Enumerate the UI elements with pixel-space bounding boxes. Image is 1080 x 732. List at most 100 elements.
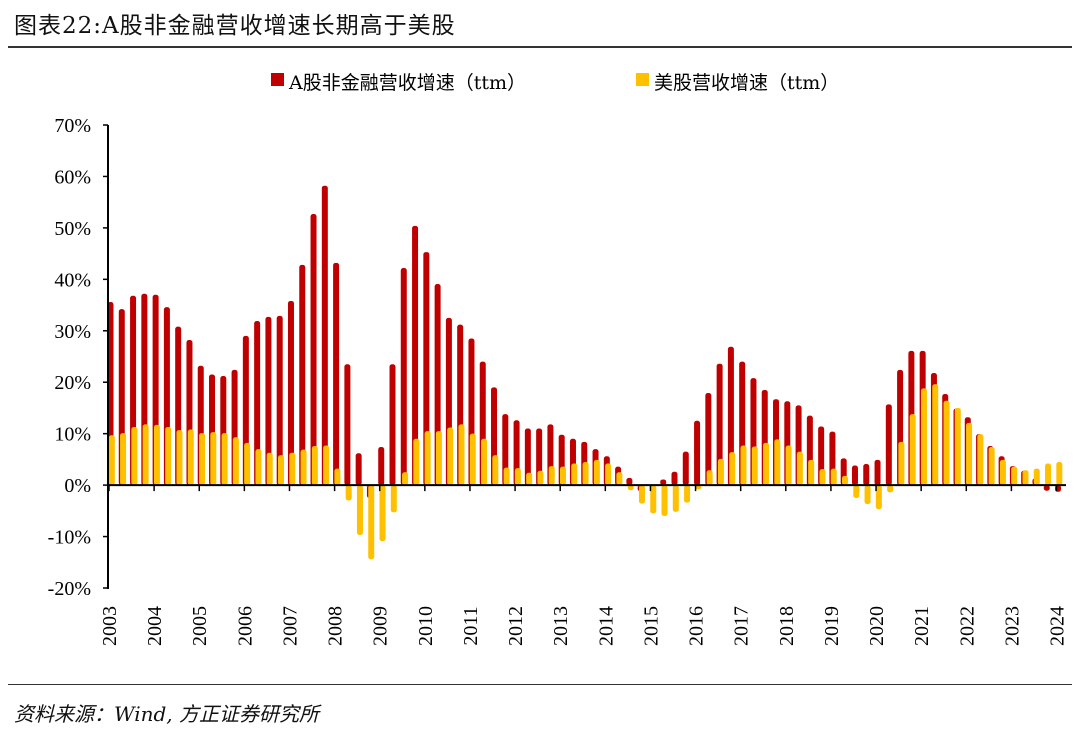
us-bar — [819, 469, 826, 486]
x-tick-label: 2006 — [234, 606, 256, 646]
us-bar — [774, 439, 781, 486]
us-bar — [300, 449, 307, 486]
us-bar — [695, 485, 702, 490]
us-bar — [244, 442, 251, 486]
x-tick-label: 2020 — [866, 606, 888, 646]
us-bar — [548, 466, 555, 486]
y-tick-label: -20% — [48, 578, 91, 600]
us-bar — [345, 485, 352, 501]
us-bar — [627, 485, 634, 491]
y-tick-label: 30% — [54, 321, 91, 343]
a-share-bar — [626, 477, 633, 486]
a-share-bar — [355, 453, 362, 486]
us-bar — [255, 449, 262, 486]
x-tick-label: 2003 — [99, 606, 121, 646]
y-tick-label: 50% — [54, 218, 91, 240]
us-bar — [165, 426, 172, 486]
a-share-bar — [727, 346, 734, 486]
us-bar — [176, 430, 183, 486]
us-bar — [751, 446, 758, 486]
us-bar — [954, 407, 961, 486]
us-bar — [323, 445, 330, 486]
a-share-bar — [863, 464, 870, 486]
us-bar — [650, 485, 657, 514]
y-tick-label: -10% — [48, 527, 91, 549]
us-bar — [447, 427, 454, 486]
us-bar — [796, 451, 803, 486]
us-bar — [435, 431, 442, 486]
us-bar — [108, 435, 115, 486]
y-tick-label: 60% — [54, 166, 91, 188]
y-tick-label: 70% — [54, 115, 91, 137]
legend-label-us: 美股营收增速（ttm） — [654, 72, 839, 94]
a-share-bar — [321, 185, 328, 486]
x-tick-label: 2017 — [731, 606, 753, 646]
x-tick-label: 2023 — [1001, 606, 1023, 646]
x-tick-label: 2011 — [460, 606, 482, 645]
us-bar — [232, 437, 239, 486]
a-share-bar — [310, 213, 317, 486]
us-bar — [142, 424, 149, 486]
us-bar — [672, 485, 679, 512]
legend: A股非金融营收增速（ttm） 美股营收增速（ttm） — [271, 72, 839, 94]
a-share-bar — [705, 393, 712, 486]
us-bar — [210, 432, 217, 486]
x-tick-label: 2005 — [189, 606, 211, 646]
a-share-bar — [716, 363, 723, 486]
us-bar — [853, 485, 860, 498]
us-bar — [785, 445, 792, 486]
x-tick-label: 2018 — [776, 606, 798, 646]
us-bar — [120, 433, 127, 486]
legend-label-a-share: A股非金融营收增速（ttm） — [288, 72, 526, 94]
us-bar — [131, 426, 138, 486]
a-share-bar — [885, 404, 892, 486]
a-share-bar — [299, 264, 306, 486]
x-tick-label: 2009 — [370, 606, 392, 646]
title-divider — [8, 46, 1072, 48]
us-bar — [909, 414, 916, 486]
us-bar — [898, 441, 905, 486]
x-tick-label: 2021 — [911, 606, 933, 646]
us-bar — [977, 434, 984, 486]
us-bar — [289, 452, 296, 486]
us-bar — [740, 445, 747, 486]
legend-swatch-us — [636, 73, 649, 86]
us-bar — [278, 455, 284, 486]
us-bar — [1011, 466, 1018, 486]
a-share-bar — [874, 459, 881, 486]
us-bar — [616, 472, 623, 486]
us-bar — [864, 485, 871, 505]
x-tick-label: 2010 — [415, 606, 437, 646]
x-tick-label: 2007 — [279, 606, 301, 646]
y-tick-label: 40% — [54, 269, 91, 291]
us-bar — [469, 433, 476, 486]
x-tick-label: 2014 — [595, 606, 617, 646]
y-tick-label: 0% — [64, 475, 91, 497]
x-tick-label: 2012 — [505, 606, 527, 646]
us-bar — [842, 475, 848, 486]
us-bar — [221, 433, 228, 486]
us-bar — [503, 467, 510, 486]
legend-swatch-a-share — [271, 73, 284, 86]
y-tick-label: 10% — [54, 424, 91, 446]
us-bar — [537, 470, 544, 486]
us-bar — [1045, 463, 1052, 486]
us-bar — [492, 455, 499, 486]
x-tick-label: 2004 — [144, 606, 166, 646]
us-bar — [988, 447, 995, 486]
us-bar — [311, 446, 318, 486]
us-bar — [830, 468, 837, 486]
us-bar — [458, 424, 465, 486]
us-bar — [593, 459, 600, 486]
a-share-bar — [344, 364, 351, 486]
x-tick-label: 2019 — [821, 606, 843, 646]
a-share-bar — [660, 479, 667, 486]
a-share-bar — [502, 414, 509, 486]
a-share-bar — [682, 451, 689, 486]
us-bar — [582, 461, 589, 486]
us-bar — [605, 463, 612, 486]
us-bar — [153, 424, 160, 486]
us-bar — [932, 384, 939, 486]
a-share-bar — [1043, 485, 1050, 491]
